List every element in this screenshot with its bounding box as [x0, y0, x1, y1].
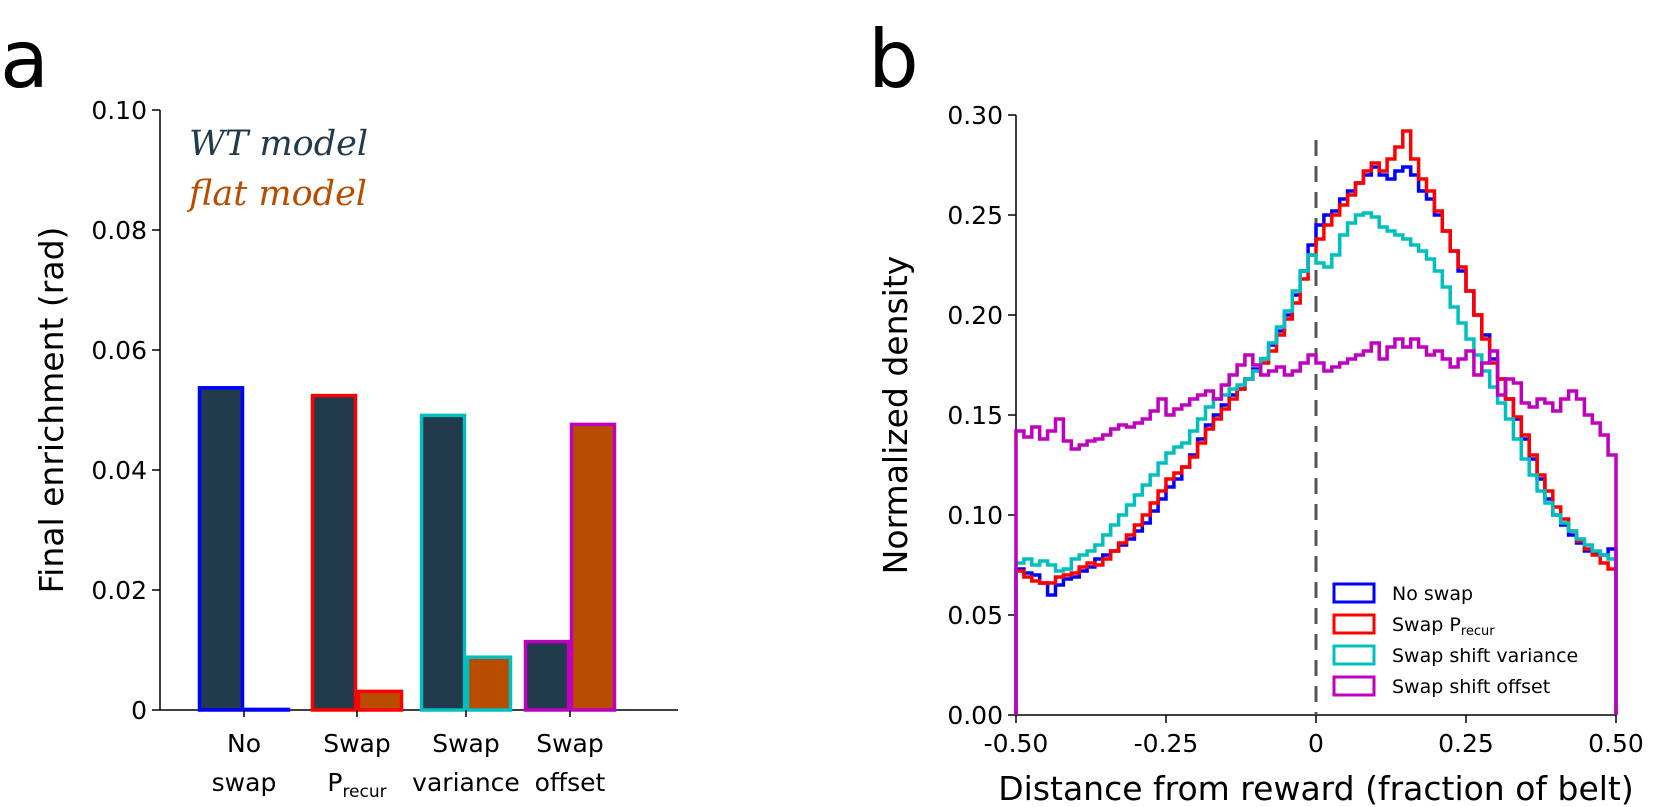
bar-wt-model — [310, 393, 358, 712]
bar-flat-model — [356, 689, 404, 712]
y-tick-label: 0.25 — [947, 201, 1003, 230]
legend-label-main: Swap shift variance — [1392, 645, 1578, 667]
y-tick-label: 0.10 — [91, 96, 147, 125]
y-tick-label: 0.08 — [91, 216, 147, 245]
category-label-line1: Swap — [432, 729, 500, 758]
y-tick-label: 0.06 — [91, 336, 147, 365]
y-axis-label: Final enrichment (rad) — [32, 227, 71, 594]
category-label-line2: variance — [412, 768, 520, 797]
bar-flat-model — [465, 655, 513, 712]
legend-entry: flat model — [186, 174, 367, 214]
category-label-line1: No — [227, 729, 261, 758]
y-tick-label: 0.04 — [91, 456, 147, 485]
histogram-swap-shift-variance — [1014, 211, 1618, 715]
category-label-line1: Swap — [323, 729, 391, 758]
legend-label-main: No swap — [1392, 583, 1473, 605]
y-tick-label: 0.20 — [947, 301, 1003, 330]
category-label-line2: offset — [535, 768, 606, 797]
legend-entry: WT model — [189, 124, 368, 164]
legend-swatch — [1332, 644, 1376, 666]
y-tick-label: 0.00 — [947, 701, 1003, 730]
legend-label: Swap shift offset — [1392, 676, 1550, 698]
y-tick-label: 0.05 — [947, 601, 1003, 630]
legend-label: Swap shift variance — [1392, 645, 1578, 667]
category-label-main: P — [327, 768, 342, 797]
legend-label: Swap Precur — [1392, 614, 1495, 639]
y-tick-label: 0.10 — [947, 501, 1003, 530]
histogram-swap-precur — [1014, 129, 1618, 715]
category-label-line2: Precur — [327, 768, 386, 802]
x-tick-label: 0.50 — [1588, 729, 1644, 758]
legend-label-subscript: recur — [1461, 624, 1495, 639]
legend-swatch — [1332, 582, 1376, 604]
category-label-main: swap — [212, 768, 277, 797]
category-label-line2: swap — [212, 768, 277, 797]
category-label-line1: Swap — [536, 729, 604, 758]
bar-wt-model — [197, 386, 245, 712]
bar-wt-model — [419, 413, 467, 712]
x-axis-label: Distance from reward (fraction of belt) — [998, 769, 1634, 807]
panel-label: a — [0, 13, 49, 106]
panel-a: a 0 0.02 0.04 0.06 0.08 0.10 Final enrichment (… — [0, 13, 678, 802]
legend-label-main: Swap P — [1392, 614, 1461, 636]
y-tick-label: 0.15 — [947, 401, 1003, 430]
category-label-subscript: recur — [342, 782, 386, 802]
x-tick-label: -0.50 — [984, 729, 1049, 758]
category-label-main: offset — [535, 768, 606, 797]
y-tick-label: 0.02 — [91, 576, 147, 605]
legend-swatch — [1332, 613, 1376, 635]
histogram-swap-shift-offset — [1014, 337, 1618, 715]
panel-b: b 0.00 0.05 0.10 0.15 0.20 0.25 0.30 -0.50 -0.25 0… — [868, 13, 1644, 807]
y-tick-label: 0 — [131, 696, 147, 725]
bar-flat-model — [569, 422, 617, 712]
panel-label: b — [868, 13, 919, 106]
category-label-main: variance — [412, 768, 520, 797]
y-axis-label: Normalized density — [876, 256, 915, 575]
x-tick-label: 0.25 — [1438, 729, 1494, 758]
x-tick-label: 0 — [1308, 729, 1324, 758]
y-tick-label: 0.30 — [947, 101, 1003, 130]
bar-wt-model — [523, 639, 571, 712]
legend-label: No swap — [1392, 583, 1473, 605]
legend-label-main: Swap shift offset — [1392, 676, 1550, 698]
x-tick-label: -0.25 — [1134, 729, 1199, 758]
legend-swatch — [1332, 675, 1376, 697]
bar-flat-model — [243, 707, 291, 712]
